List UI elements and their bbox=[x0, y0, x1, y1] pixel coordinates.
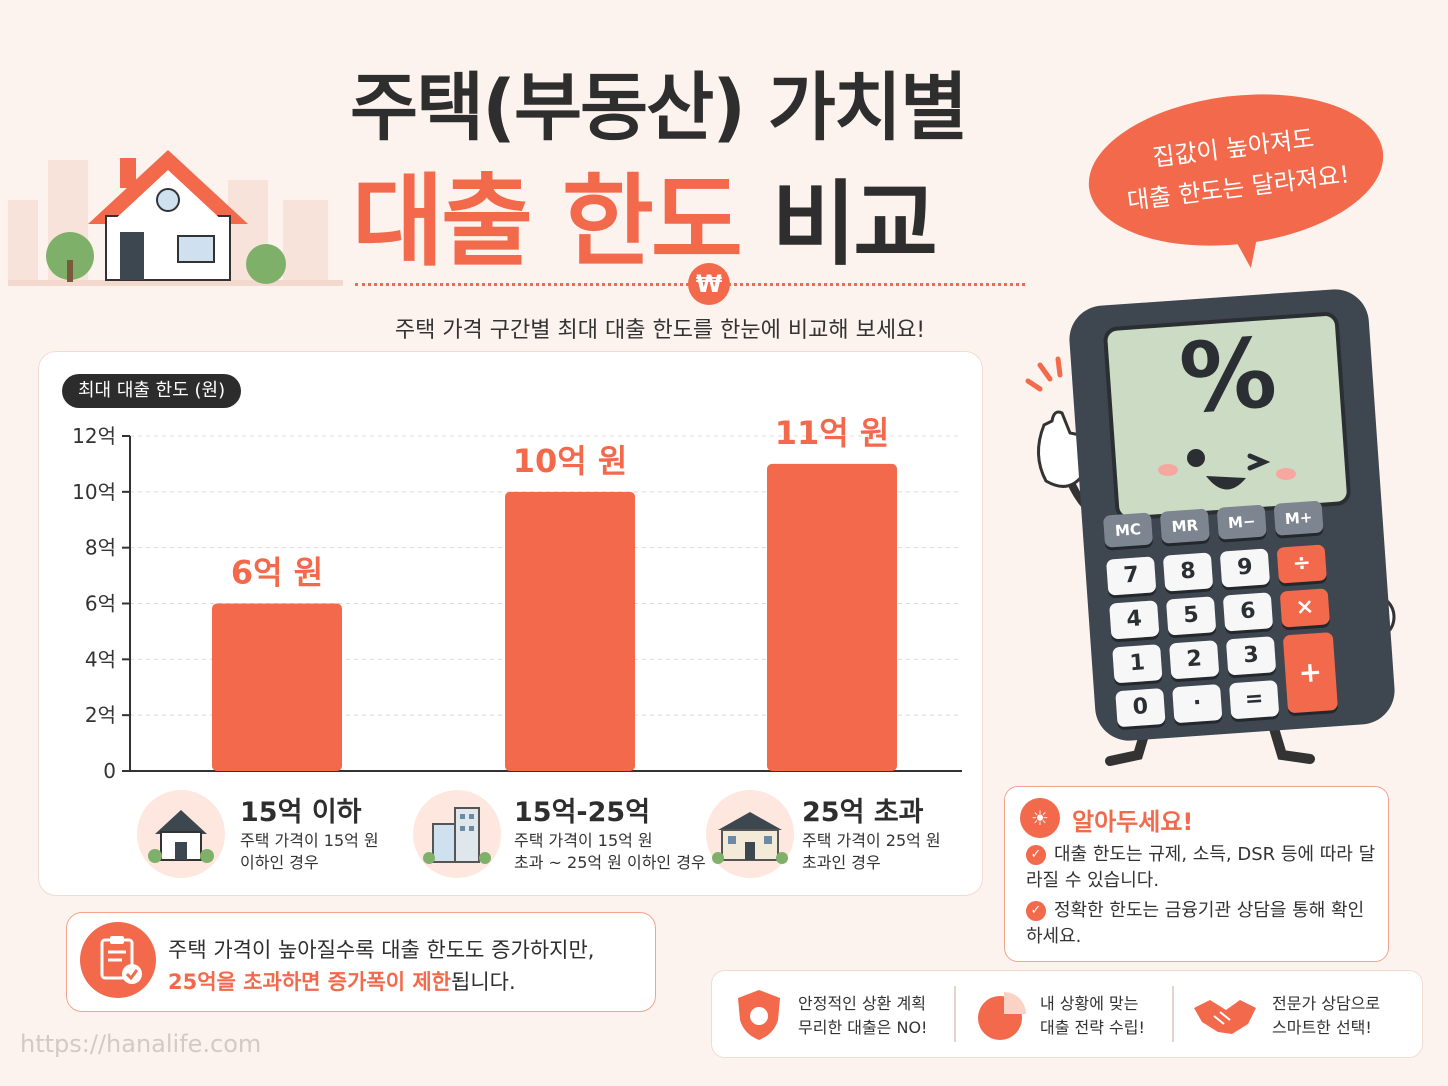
calc-key-plus: + bbox=[1282, 632, 1339, 714]
mansion-icon bbox=[706, 790, 794, 878]
calc-key: · bbox=[1172, 684, 1223, 724]
y-tick-label: 2억 bbox=[85, 703, 116, 727]
note-title: 알아두세요! bbox=[1072, 808, 1194, 836]
footer-separator bbox=[1172, 986, 1174, 1042]
bar-3 bbox=[767, 463, 897, 771]
category-title-3: 25억 초과 bbox=[802, 797, 924, 828]
y-tick-label: 12억 bbox=[72, 424, 116, 448]
category-desc-2b: 초과 ~ 25억 원 이하인 경우 bbox=[514, 853, 706, 872]
footer-3-line1: 전문가 상담으로 bbox=[1272, 994, 1381, 1013]
data-label-2: 10억 원 bbox=[513, 442, 628, 480]
note-item-2: ✓ 정확한 한도는 금융기관 상담을 통해 확인하세요. bbox=[1026, 898, 1376, 950]
y-tick-label: 10억 bbox=[72, 480, 116, 504]
footer-1-line2: 무리한 대출은 NO! bbox=[798, 1018, 928, 1037]
footer-card bbox=[711, 970, 1423, 1058]
y-axis-label: 최대 대출 한도 (원) bbox=[62, 374, 242, 408]
bar-chart: 0 2억 4억 6억 8억 10억 12억 6억 원 10억 원 11억 원 bbox=[72, 414, 962, 783]
calculator-keypad: MC MR M− M+ 7 8 9 ÷ 4 5 6 × 1 2 3 +0 · = bbox=[1091, 500, 1345, 728]
memory-key: MR bbox=[1159, 508, 1210, 544]
note-item-1: ✓ 대출 한도는 규제, 소득, DSR 등에 따라 달라질 수 있습니다. bbox=[1026, 842, 1376, 894]
check-icon: ✓ bbox=[1026, 845, 1046, 865]
note-card bbox=[1004, 786, 1389, 962]
pie-chart-icon bbox=[978, 992, 1026, 1040]
y-tick-label: 4억 bbox=[85, 647, 116, 671]
title-line1: 주택(부동산) 가치별 bbox=[350, 65, 968, 151]
summary-end: 됩니다. bbox=[451, 970, 516, 994]
house-illustration bbox=[8, 150, 343, 286]
memory-key: M+ bbox=[1273, 500, 1324, 536]
calc-key: 0 bbox=[1115, 688, 1166, 728]
calc-key: 7 bbox=[1106, 556, 1157, 596]
category-desc-3a: 주택 가격이 25억 원 bbox=[802, 831, 941, 850]
category-desc-3b: 초과인 경우 bbox=[802, 853, 881, 872]
category-title-1: 15억 이하 bbox=[240, 797, 362, 828]
calc-key: 2 bbox=[1169, 640, 1220, 680]
calc-key: 6 bbox=[1222, 592, 1274, 632]
category-title-2: 15억-25억 bbox=[514, 797, 651, 828]
footer-3-line2: 스마트한 선택! bbox=[1272, 1018, 1372, 1037]
website-url: https://hanalife.com bbox=[20, 1030, 262, 1058]
check-icon: ✓ bbox=[1026, 901, 1046, 921]
lightbulb-icon: ☀ bbox=[1020, 798, 1060, 838]
note-item-2-text: 정확한 한도는 금융기관 상담을 통해 확인하세요. bbox=[1026, 900, 1365, 947]
title-accent: 대출 한도 bbox=[352, 163, 743, 280]
memory-key: M− bbox=[1216, 504, 1267, 540]
summary-line1: 주택 가격이 높아질수록 대출 한도도 증가하지만, bbox=[168, 938, 595, 962]
calc-operator-key: ÷ bbox=[1276, 544, 1327, 584]
category-desc-1a: 주택 가격이 15억 원 bbox=[240, 831, 379, 850]
calculator-face bbox=[1158, 449, 1296, 490]
summary-highlight-2: 증가폭이 제한 bbox=[327, 970, 451, 994]
calc-key: 5 bbox=[1165, 596, 1217, 636]
calc-key: 9 bbox=[1219, 548, 1271, 588]
won-icon: ₩ bbox=[688, 263, 730, 305]
summary-line2: 25억을 초과하면 증가폭이 제한됩니다. bbox=[168, 966, 516, 996]
footer-separator bbox=[954, 986, 956, 1042]
calc-key: 3 bbox=[1225, 636, 1277, 676]
apartment-icon bbox=[413, 790, 501, 878]
data-label-1: 6억 원 bbox=[231, 554, 323, 592]
footer-2-line2: 대출 전략 수립! bbox=[1040, 1018, 1145, 1037]
handshake-icon bbox=[1194, 1000, 1256, 1034]
house-icon bbox=[137, 790, 225, 878]
calc-key: 1 bbox=[1112, 644, 1163, 684]
subtitle: 주택 가격 구간별 최대 대출 한도를 한눈에 비교해 보세요! bbox=[394, 318, 926, 343]
calc-key: = bbox=[1228, 680, 1280, 720]
category-desc-1b: 이하인 경우 bbox=[240, 853, 319, 872]
shield-icon bbox=[738, 990, 780, 1040]
title-rest: 비교 bbox=[771, 171, 938, 278]
y-tick-label: 6억 bbox=[85, 592, 116, 616]
summary-highlight-1: 25억을 초과하면 bbox=[168, 970, 328, 994]
memory-key: MC bbox=[1102, 512, 1154, 548]
calculator-display-symbol: % bbox=[1176, 316, 1280, 436]
note-item-1-text: 대출 한도는 규제, 소득, DSR 등에 따라 달라질 수 있습니다. bbox=[1026, 844, 1376, 891]
title-line2: 대출 한도 비교 bbox=[352, 140, 938, 285]
calc-key: 8 bbox=[1162, 552, 1214, 592]
y-tick-label: 0 bbox=[103, 759, 116, 783]
y-tick-label: 8억 bbox=[85, 536, 116, 560]
category-desc-2a: 주택 가격이 15억 원 bbox=[514, 831, 653, 850]
footer-1-line1: 안정적인 상환 계획 bbox=[798, 994, 926, 1013]
calc-key: 4 bbox=[1109, 600, 1160, 640]
footer-2-line1: 내 상황에 맞는 bbox=[1040, 994, 1139, 1013]
calc-operator-key: × bbox=[1279, 588, 1331, 628]
clipboard-icon bbox=[80, 922, 156, 998]
bar-1 bbox=[212, 603, 342, 771]
bar-2 bbox=[505, 491, 635, 771]
summary-card bbox=[66, 912, 656, 1012]
data-label-3: 11억 원 bbox=[775, 414, 890, 452]
